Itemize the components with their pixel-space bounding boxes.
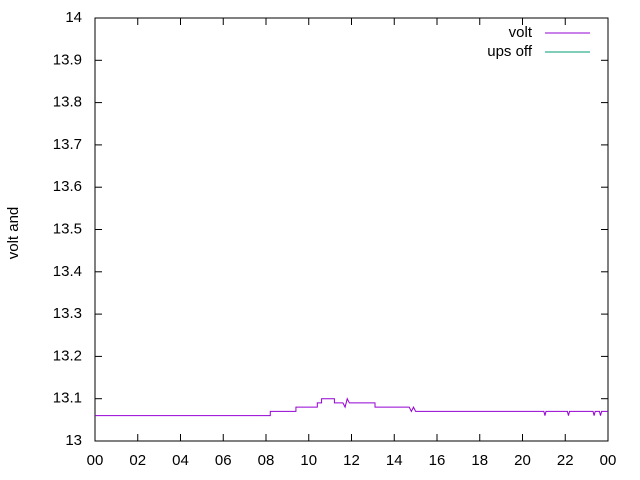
y-tick-label: 13 bbox=[65, 432, 82, 449]
y-tick-label: 13.5 bbox=[53, 220, 82, 237]
x-tick-label: 00 bbox=[87, 452, 104, 469]
x-tick-label: 12 bbox=[343, 452, 360, 469]
plot-border bbox=[94, 17, 609, 442]
legend-label: ups off bbox=[487, 43, 533, 60]
x-tick-label: 08 bbox=[258, 452, 275, 469]
x-tick-label: 16 bbox=[429, 452, 446, 469]
x-tick-label: 22 bbox=[557, 452, 574, 469]
y-tick-label: 13.2 bbox=[53, 347, 82, 364]
x-tick-label: 20 bbox=[514, 452, 531, 469]
x-tick-label: 04 bbox=[172, 452, 189, 469]
x-tick-label: 10 bbox=[300, 452, 317, 469]
x-tick-label: 18 bbox=[471, 452, 488, 469]
legend-label: volt bbox=[509, 24, 533, 41]
y-tick-label: 13.9 bbox=[53, 51, 82, 68]
y-tick-label: 13.6 bbox=[53, 178, 82, 195]
series-line bbox=[95, 397, 608, 417]
y-tick-label: 14 bbox=[65, 9, 82, 26]
x-tick-label: 02 bbox=[129, 452, 146, 469]
x-tick-label: 00 bbox=[600, 452, 617, 469]
y-tick-label: 13.1 bbox=[53, 390, 82, 407]
y-tick-label: 13.8 bbox=[53, 94, 82, 111]
x-tick-label: 14 bbox=[386, 452, 403, 469]
y-tick-label: 13.4 bbox=[53, 263, 82, 280]
x-tick-label: 06 bbox=[215, 452, 232, 469]
y-tick-label: 13.3 bbox=[53, 305, 82, 322]
y-tick-label: 13.7 bbox=[53, 136, 82, 153]
y-axis-label: volt and bbox=[5, 207, 22, 260]
